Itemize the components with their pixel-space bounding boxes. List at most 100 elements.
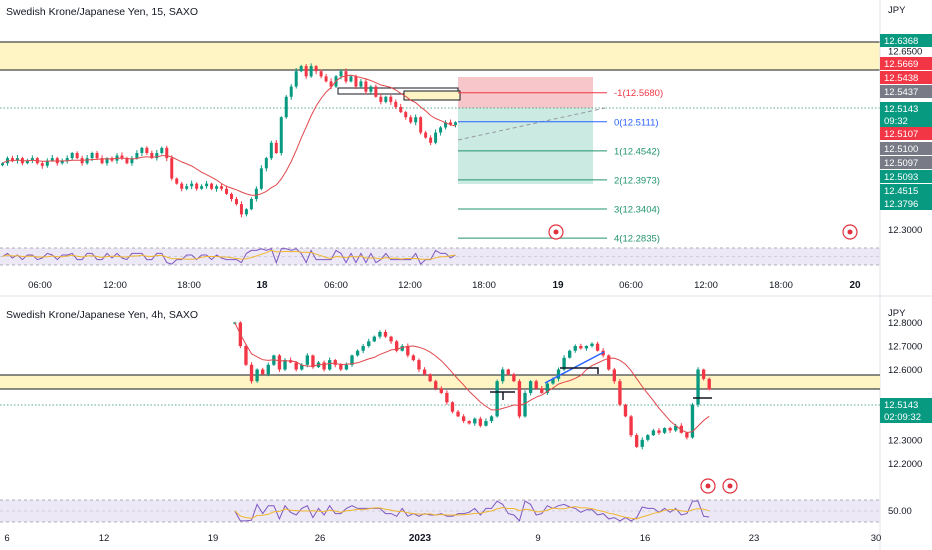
candle <box>690 402 695 439</box>
candle <box>607 354 611 371</box>
time-tick-label: 12:00 <box>694 280 718 291</box>
candle <box>662 427 667 435</box>
mini-box-15m-inner <box>403 90 461 101</box>
candle <box>65 155 69 164</box>
pane-15m: -1(12.5680) 0(12.5111) 1(12.4542) 2(12.3973… <box>0 41 880 266</box>
candle <box>215 184 219 192</box>
candle <box>324 73 328 83</box>
candle <box>210 182 214 191</box>
fib-level-label: 2(12.3973) <box>614 175 660 186</box>
candle <box>234 196 238 206</box>
candle <box>461 414 466 424</box>
candle <box>584 345 589 351</box>
candle <box>60 158 64 165</box>
marker-2-4h <box>560 367 599 374</box>
svg-text:12.5107: 12.5107 <box>884 129 918 140</box>
price-tick-label: 12.3000 <box>888 225 922 236</box>
candle <box>439 126 443 136</box>
candle <box>612 367 616 384</box>
candle <box>125 156 129 165</box>
time-tick-label: 18 <box>256 280 268 291</box>
candle <box>409 115 413 124</box>
candle <box>383 329 388 338</box>
candle <box>495 379 499 418</box>
candle <box>404 110 408 120</box>
candle <box>294 68 298 89</box>
rsi-ma-4h <box>234 506 710 520</box>
candle <box>623 403 628 418</box>
candle <box>40 161 44 169</box>
time-tick-label: 6 <box>4 533 9 544</box>
svg-text:12.4515: 12.4515 <box>884 186 918 197</box>
time-tick-label: 12:00 <box>103 280 127 291</box>
svg-text:12.5143: 12.5143 <box>884 104 918 115</box>
candle <box>180 181 184 192</box>
candle <box>261 367 265 375</box>
candle <box>454 121 458 128</box>
time-tick-label: 16 <box>640 533 651 544</box>
candle <box>283 358 287 372</box>
candle <box>573 344 577 353</box>
candle <box>45 158 49 168</box>
candle <box>266 362 270 377</box>
candle <box>668 426 672 433</box>
candle <box>269 140 273 161</box>
event-dot-1[interactable] <box>548 224 564 240</box>
candle <box>406 343 410 358</box>
price-badge: 12.4515 <box>880 184 932 197</box>
candle <box>165 145 169 162</box>
reward-box <box>458 108 593 184</box>
candle <box>328 357 332 371</box>
event-dot-4[interactable] <box>722 478 738 494</box>
time-tick-label: 06:00 <box>324 280 348 291</box>
candle <box>294 361 298 372</box>
svg-text:12.5437: 12.5437 <box>884 87 918 98</box>
chart-title-4h: Swedish Krone/Japanese Yen, 4h, SAXO <box>6 309 198 321</box>
candle <box>95 150 99 161</box>
candle <box>467 420 471 425</box>
candle <box>646 434 650 442</box>
candle <box>220 183 224 191</box>
event-dot-2[interactable] <box>842 224 858 240</box>
candle <box>355 349 360 357</box>
candle <box>417 358 421 372</box>
time-tick-label: 19 <box>208 533 219 544</box>
price-badge: 12.5437 <box>880 85 932 98</box>
time-tick-label: 19 <box>552 280 564 291</box>
time-tick-label: 9 <box>535 533 540 544</box>
candle <box>299 64 303 73</box>
svg-text:12.5100: 12.5100 <box>884 144 918 155</box>
candle <box>379 94 383 105</box>
candle <box>701 368 706 381</box>
price-badge: 12.3796 <box>880 197 932 210</box>
time-tick-label: 18:00 <box>472 280 496 291</box>
candle <box>445 390 449 405</box>
candle <box>394 339 399 353</box>
candle <box>399 103 403 114</box>
candle <box>319 69 323 79</box>
event-dot-3[interactable] <box>700 478 716 494</box>
price-tick-label: 12.8000 <box>888 318 922 329</box>
candle <box>80 155 84 166</box>
price-badge: 12.5669 <box>880 57 932 70</box>
candle <box>456 409 460 418</box>
time-tick-label: 12:00 <box>398 280 422 291</box>
time-tick-label: 18:00 <box>769 280 793 291</box>
candle <box>568 349 572 359</box>
candle <box>556 367 561 382</box>
candle <box>389 95 393 105</box>
candle <box>300 363 304 371</box>
price-badge: 12.6368 <box>880 34 932 47</box>
resistance-zone-15m <box>0 42 880 70</box>
candle <box>15 154 19 164</box>
candle <box>657 428 661 435</box>
candle <box>185 183 189 191</box>
candle <box>634 433 639 449</box>
candle <box>304 64 308 79</box>
candle <box>414 114 418 126</box>
candle <box>354 74 358 90</box>
candle <box>517 379 522 419</box>
candle <box>289 84 293 100</box>
